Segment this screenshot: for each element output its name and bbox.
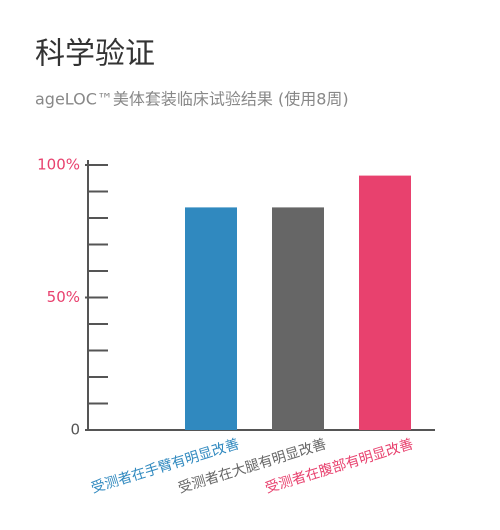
y-tick-label: 0 [70, 421, 80, 439]
bar [272, 207, 324, 430]
x-tick-label: 受测者在手臂有明显改善 [89, 436, 241, 496]
y-tick-label: 100% [37, 156, 80, 174]
chart-subtitle: ageLOC™美体套装临床试验结果 (使用8周) [35, 90, 349, 109]
chart-title: 科学验证 [35, 37, 155, 72]
y-tick-label: 50% [47, 288, 80, 306]
bar [359, 175, 411, 430]
bar [185, 207, 237, 430]
x-tick-label: 受测者在大腿有明显改善 [176, 436, 328, 496]
x-tick-label: 受测者在腹部有明显改善 [263, 435, 415, 496]
